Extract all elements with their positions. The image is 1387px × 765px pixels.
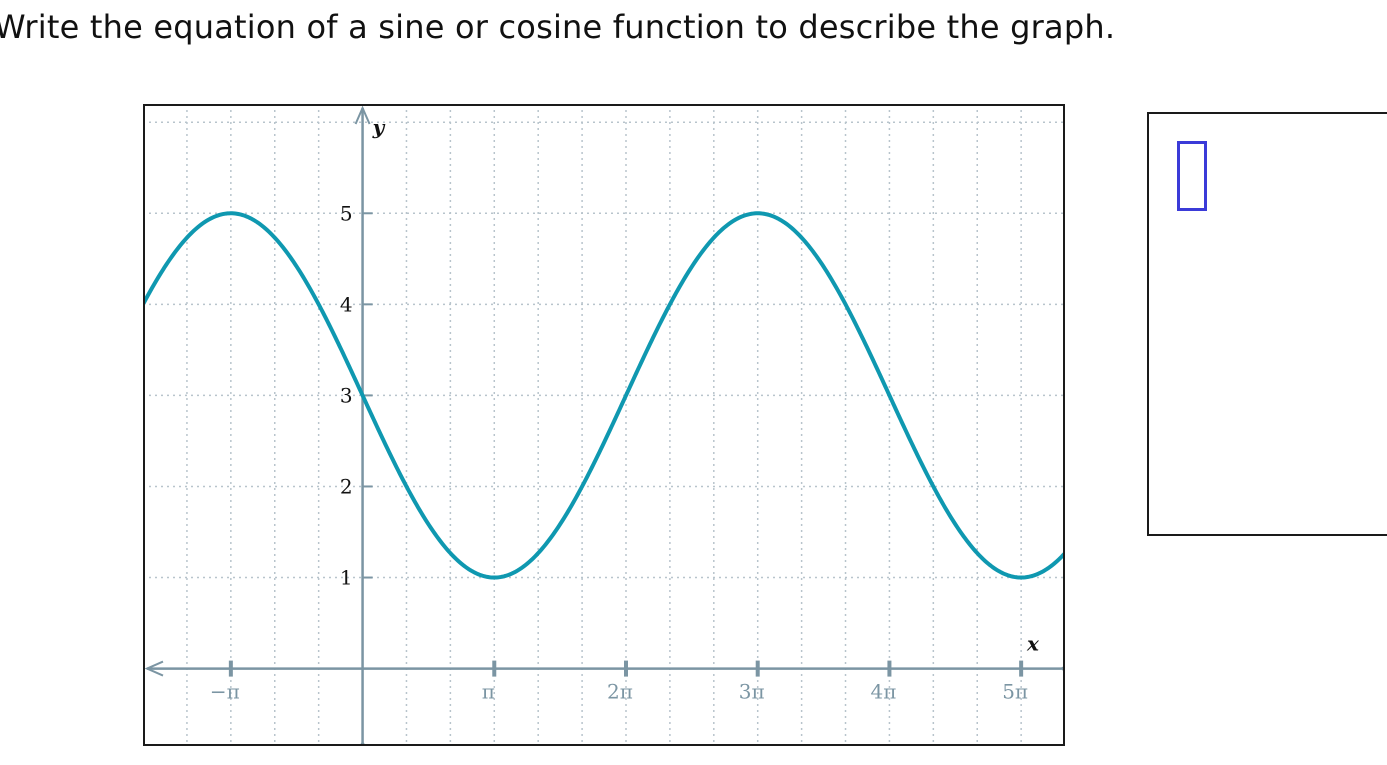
question-text: Write the equation of a sine or cosine f… [0, 8, 1116, 46]
x-axis-label: x [1026, 632, 1040, 656]
answer-input[interactable] [1177, 141, 1207, 211]
axis-ticks: 1 2 3 4 5 −π π 2π 3π 4π 5π [210, 201, 1028, 703]
x-tick-label: π [482, 680, 495, 704]
y-tick-label: 2 [340, 474, 353, 498]
x-tick-label: 4π [870, 680, 896, 704]
answer-box [1147, 112, 1387, 536]
graph-svg: x y 1 2 3 4 5 −π π 2π 3π 4π 5π [145, 106, 1063, 744]
x-tick-label: 3π [739, 680, 765, 704]
x-tick-label: 5π [1002, 680, 1028, 704]
x-tick-label: −π [210, 680, 240, 704]
axes: x y [147, 108, 1061, 742]
y-tick-label: 4 [340, 292, 353, 316]
y-tick-label: 5 [340, 201, 353, 225]
x-tick-label: 2π [607, 680, 633, 704]
y-tick-label: 1 [340, 566, 353, 590]
grid-lines [145, 106, 1063, 744]
y-tick-label: 3 [340, 383, 353, 407]
y-axis-label: y [372, 115, 386, 139]
sinusoid-graph: x y 1 2 3 4 5 −π π 2π 3π 4π 5π [143, 104, 1065, 746]
sinusoid-curve [145, 211, 1063, 580]
